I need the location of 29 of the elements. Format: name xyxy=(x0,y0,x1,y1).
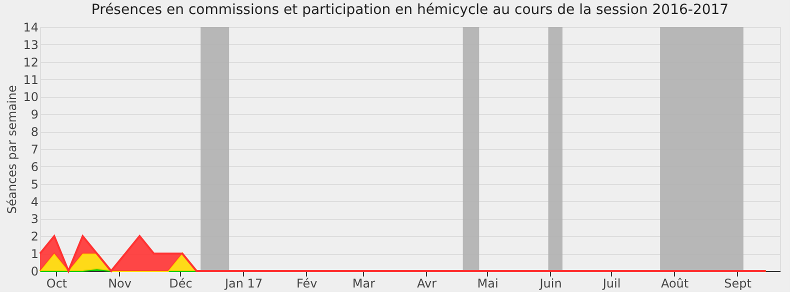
y-tick-label: 1 xyxy=(30,247,38,262)
x-tick-label: Août xyxy=(660,276,689,290)
y-tick-label: 14 xyxy=(23,20,38,34)
y-tick-label: 5 xyxy=(30,177,38,192)
x-tick-label: Avr xyxy=(416,276,437,290)
x-tick-label: Mar xyxy=(352,276,376,290)
y-tick-label: 0 xyxy=(30,264,38,278)
y-tick-label: 12 xyxy=(23,55,38,70)
y-tick-label: 2 xyxy=(30,230,38,244)
y-tick-label: 11 xyxy=(23,72,38,87)
x-tick-label: Déc xyxy=(169,276,192,290)
x-tick-label: Juil xyxy=(602,276,621,290)
chart-title: Présences en commissions et participation en hémicycle au cours de la session 2016-2017 xyxy=(91,2,729,18)
y-tick-label: 13 xyxy=(23,38,38,52)
x-tick-label: Oct xyxy=(46,276,68,290)
y-tick-label: 7 xyxy=(30,142,38,156)
x-tick-label: Jan 17 xyxy=(224,276,263,290)
y-tick-label: 9 xyxy=(30,108,38,122)
y-axis-title: Séances par semaine xyxy=(5,85,20,214)
y-tick-label: 4 xyxy=(30,194,38,209)
y-tick-label: 8 xyxy=(30,125,38,140)
x-tick-label: Nov xyxy=(108,276,132,290)
x-tick-label: Juin xyxy=(538,276,562,290)
x-tick-label: Fév xyxy=(296,276,318,290)
y-tick-label: 6 xyxy=(30,160,38,174)
y-tick-label: 10 xyxy=(23,90,38,104)
x-tick-label: Sept xyxy=(724,276,752,290)
x-tick-label: Mai xyxy=(477,276,498,290)
y-tick-label: 3 xyxy=(30,212,38,226)
